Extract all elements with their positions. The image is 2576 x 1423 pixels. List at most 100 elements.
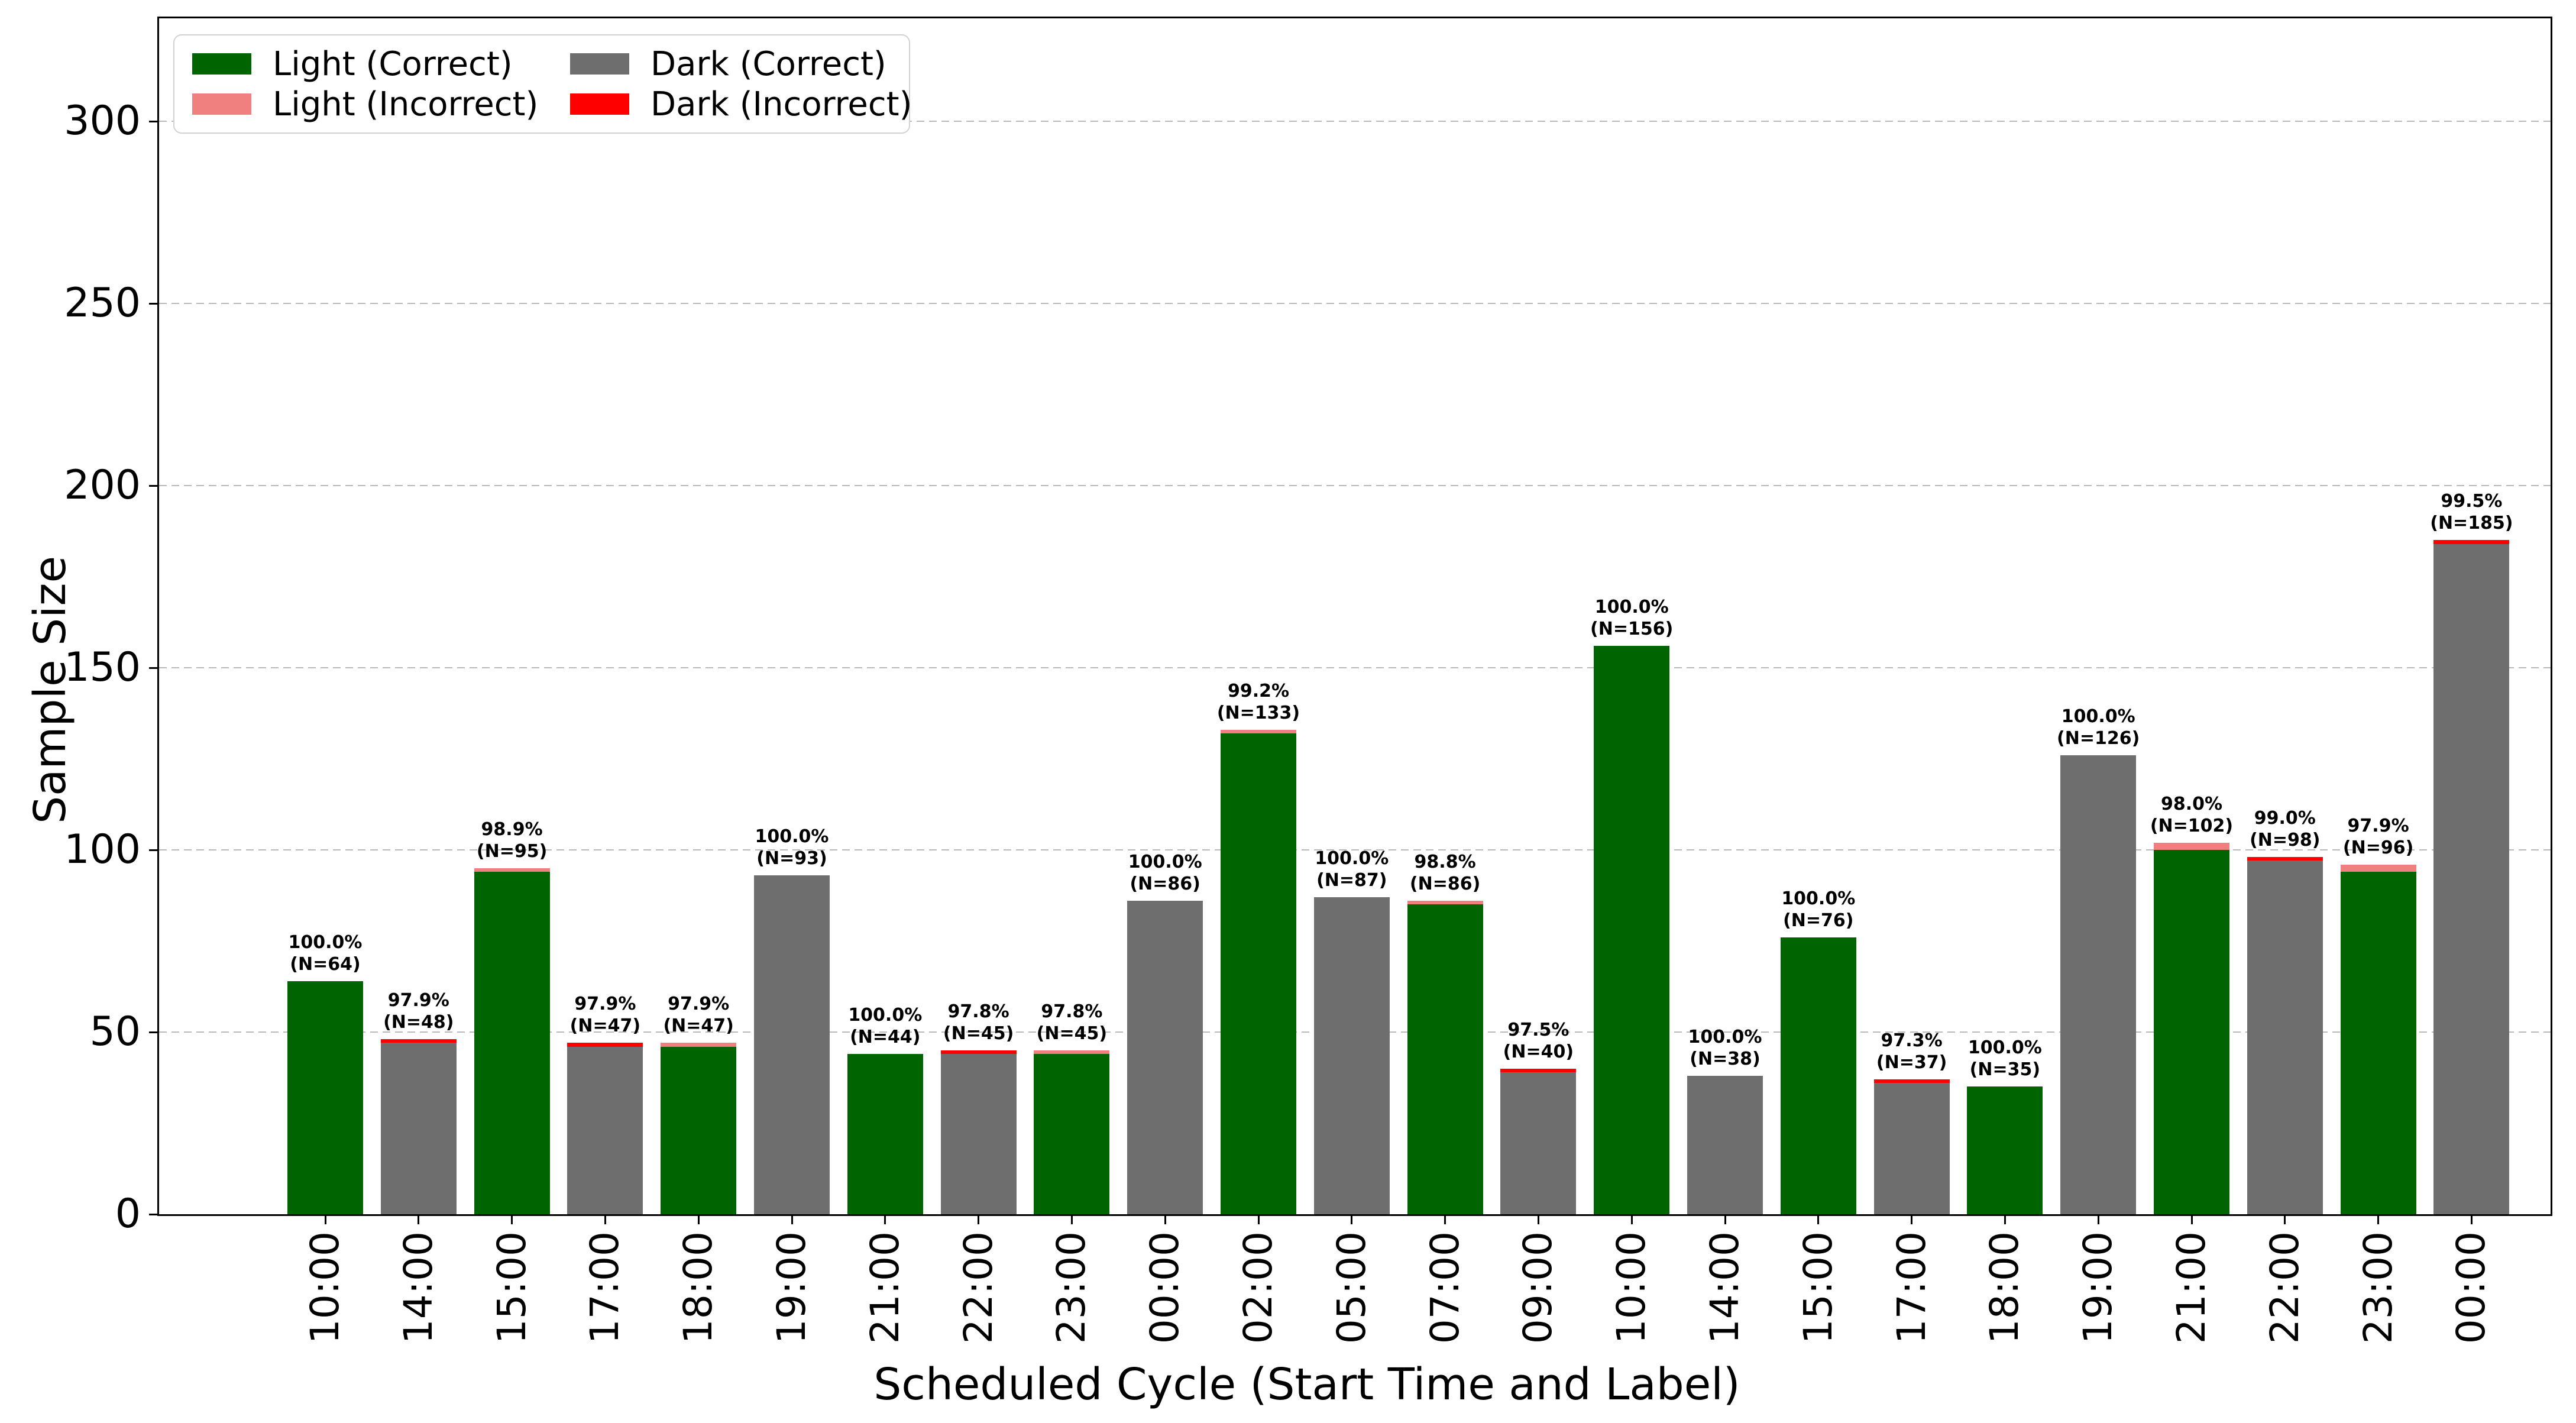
bar-n-label: (N=64): [290, 953, 361, 975]
x-tick-label: 23:00: [2355, 1231, 2401, 1344]
bar-pct-label: 99.0%: [2254, 808, 2316, 829]
x-tick-label: 21:00: [862, 1231, 908, 1344]
bar-n-label: (N=40): [1503, 1041, 1574, 1062]
x-tick: [791, 1216, 793, 1224]
bar-n-label: (N=47): [569, 1015, 641, 1037]
x-tick: [1537, 1216, 1539, 1224]
bar-pct-label: 98.8%: [1414, 852, 1476, 873]
x-tick: [1164, 1216, 1166, 1224]
x-tick-label: 02:00: [1235, 1231, 1281, 1344]
x-tick: [324, 1216, 326, 1224]
bar-correct-segment: [2154, 850, 2229, 1214]
bar-correct-segment: [1594, 646, 1670, 1214]
x-tick: [1817, 1216, 1820, 1224]
bar-annotation: 97.9% (N=47): [510, 993, 700, 1037]
bar-correct-segment: [567, 1046, 643, 1214]
bar-correct-segment: [1967, 1086, 2043, 1214]
bar-pct-label: 97.9%: [668, 994, 730, 1015]
x-tick: [1724, 1216, 1726, 1224]
bar-annotation: 98.8% (N=86): [1351, 851, 1540, 895]
bar-pct-label: 100.0%: [1781, 888, 1856, 909]
x-tick-label: 10:00: [1609, 1231, 1655, 1344]
legend-label: Light (Correct): [273, 44, 513, 83]
x-tick: [2377, 1216, 2380, 1224]
bar-n-label: (N=48): [383, 1012, 454, 1033]
legend-swatch-light-correct: [192, 53, 251, 75]
bar-pct-label: 100.0%: [1315, 848, 1389, 869]
bar-correct-segment: [1313, 897, 1390, 1214]
x-tick-label: 15:00: [1795, 1231, 1841, 1344]
bar-n-label: (N=44): [850, 1026, 921, 1047]
x-tick: [418, 1216, 420, 1224]
bar-correct-segment: [661, 1046, 737, 1214]
x-tick-label: 14:00: [395, 1231, 441, 1344]
bar-annotation: 99.2% (N=133): [1164, 680, 1353, 724]
bar-annotation: 97.8% (N=45): [977, 1001, 1166, 1044]
x-tick: [884, 1216, 886, 1224]
y-tick-label: 50: [89, 1008, 141, 1055]
bar-annotation: 100.0% (N=93): [697, 826, 886, 869]
x-tick: [1630, 1216, 1633, 1224]
bar-annotation: 100.0% (N=38): [1630, 1026, 1820, 1070]
bar-incorrect-segment: [1873, 1079, 1950, 1084]
plot-area: 100.0% (N=64) 97.9% (N=48) 98.9% (N=95) 97.9%(…: [157, 17, 2552, 1216]
y-tick-label: 0: [115, 1191, 141, 1237]
bar-incorrect-segment: [2340, 864, 2416, 872]
legend-swatch-dark-incorrect: [570, 93, 629, 115]
bar-pct-label: 97.8%: [947, 1001, 1009, 1022]
bar-annotation: 99.0% (N=98): [2190, 807, 2380, 851]
bar-pct-label: 97.9%: [2347, 815, 2409, 836]
bar-incorrect-segment: [2433, 540, 2510, 544]
bar-annotation: 98.9% (N=95): [418, 819, 607, 862]
bar-correct-segment: [1407, 904, 1483, 1214]
x-tick: [1351, 1216, 1353, 1224]
y-tick: [149, 667, 157, 669]
bar-pct-label: 100.0%: [1128, 852, 1202, 873]
y-tick: [149, 1213, 157, 1215]
x-tick-label: 22:00: [2261, 1231, 2308, 1344]
y-tick-label: 300: [64, 98, 141, 144]
bar-n-label: (N=98): [2250, 830, 2321, 851]
bar-annotation: 100.0% (N=86): [1070, 851, 1260, 895]
legend-item-light-incorrect: Light (Incorrect): [192, 85, 570, 124]
bar-incorrect-segment: [1407, 901, 1483, 905]
x-tick-label: 22:00: [955, 1231, 1001, 1344]
bar-incorrect-segment: [1034, 1050, 1110, 1054]
bar-correct-segment: [474, 871, 550, 1214]
bar-n-label: (N=38): [1690, 1048, 1761, 1069]
bar-pct-label: 100.0%: [1688, 1026, 1762, 1047]
bar-correct-segment: [1873, 1083, 1950, 1214]
legend: Light (Correct) Light (Incorrect) Dark (…: [173, 34, 912, 134]
bar-correct-segment: [2433, 544, 2510, 1214]
gridline: [159, 303, 2551, 304]
bar-n-label: (N=87): [1316, 870, 1387, 891]
bar-n-label: (N=156): [1590, 619, 1674, 640]
x-tick-label: 18:00: [1982, 1231, 2028, 1344]
bar-incorrect-segment: [2154, 842, 2229, 850]
gridline: [159, 667, 2551, 668]
bar-correct-segment: [1034, 1053, 1110, 1214]
y-tick-label: 150: [64, 644, 141, 691]
bar-annotation: 100.0% (N=87): [1257, 848, 1446, 891]
x-tick-label: 17:00: [582, 1231, 628, 1344]
bar-n-label: (N=86): [1409, 874, 1481, 895]
legend-label: Dark (Correct): [651, 44, 886, 83]
legend-label: Dark (Incorrect): [651, 85, 912, 124]
x-tick: [2284, 1216, 2286, 1224]
x-tick-label: 19:00: [2075, 1231, 2121, 1344]
x-tick: [2470, 1216, 2473, 1224]
x-tick-label: 09:00: [1515, 1231, 1561, 1344]
bar-correct-segment: [2060, 755, 2137, 1214]
bar-annotation: 100.0% (N=44): [791, 1004, 980, 1048]
bar-pct-label: 100.0%: [755, 826, 829, 848]
bar-n-label: (N=93): [756, 848, 827, 869]
bar-incorrect-segment: [474, 868, 550, 872]
bar-incorrect-segment: [940, 1050, 1017, 1054]
bar-correct-segment: [940, 1053, 1017, 1214]
bar-n-label: (N=185): [2430, 513, 2513, 534]
bar-annotation: 100.0% (N=64): [231, 932, 420, 975]
x-tick-label: 17:00: [1888, 1231, 1934, 1344]
bar-correct-segment: [2247, 861, 2323, 1214]
x-tick: [1070, 1216, 1073, 1224]
bar-annotation: 99.5% (N=185): [2377, 490, 2566, 534]
